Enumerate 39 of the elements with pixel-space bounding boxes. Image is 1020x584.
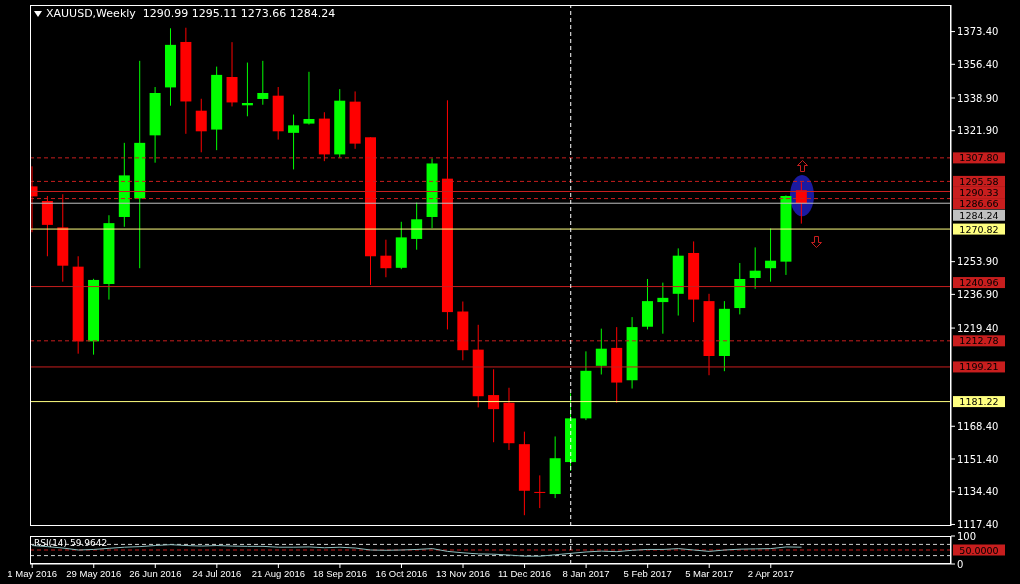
x-tick-label: 29 May 2016 [66, 567, 122, 579]
x-tick-label: 26 Jun 2016 [129, 567, 182, 579]
x-tick-label: 11 Dec 2016 [497, 567, 552, 579]
y-tick-label: 1236.90 [957, 288, 999, 300]
y-tick-label: 1168.40 [957, 420, 999, 432]
y-tick-label: 1338.90 [957, 92, 999, 104]
chart-title: RSI(14) 59.9642 [34, 538, 108, 548]
y-tick-label: 1117.40 [957, 519, 999, 531]
chart-title: XAUUSD,Weekly 1290.99 1295.11 1273.66 1284.24 [46, 7, 336, 20]
y-tick-label: 1134.40 [957, 486, 999, 498]
x-tick-label: 24 Jul 2016 [192, 567, 242, 579]
y-tick-label: 0 [957, 558, 964, 570]
x-tick-label: 5 Feb 2017 [623, 567, 672, 579]
y-tick-label: 1356.40 [957, 58, 999, 70]
ref-line-label: 1286.66 [959, 198, 999, 210]
ref-line-label: 1307.80 [959, 152, 999, 164]
ref-line-label: 1240.96 [959, 277, 999, 289]
ref-line-label: 1295.58 [959, 175, 999, 187]
y-tick-label: 100 [957, 530, 977, 542]
x-tick-label: 5 Mar 2017 [685, 567, 734, 579]
x-tick-label: 2 Apr 2017 [747, 567, 794, 579]
y-tick-label: 1321.90 [957, 125, 999, 137]
ref-line-label: 1290.33 [959, 187, 999, 199]
y-tick-label: 1219.40 [957, 322, 999, 334]
x-tick-label: 21 Aug 2016 [251, 567, 306, 579]
x-tick-label: 18 Sep 2016 [312, 567, 367, 579]
y-tick-label: 1373.40 [957, 26, 999, 38]
ref-line-label: 50.0000 [959, 544, 999, 556]
ref-line-label: 1181.22 [959, 396, 999, 408]
ref-line-label: 1270.82 [959, 223, 999, 235]
ref-line-label: 1212.78 [959, 335, 999, 347]
x-tick-label: 1 May 2016 [7, 567, 58, 579]
ref-line-label: 1284.24 [959, 209, 999, 221]
x-tick-label: 13 Nov 2016 [436, 567, 490, 579]
y-tick-label: 1151.40 [957, 453, 999, 465]
y-tick-label: 1253.90 [957, 256, 999, 268]
x-tick-label: 8 Jan 2017 [562, 567, 610, 579]
x-tick-label: 16 Oct 2016 [375, 567, 428, 579]
ref-line-label: 1199.21 [959, 361, 999, 373]
